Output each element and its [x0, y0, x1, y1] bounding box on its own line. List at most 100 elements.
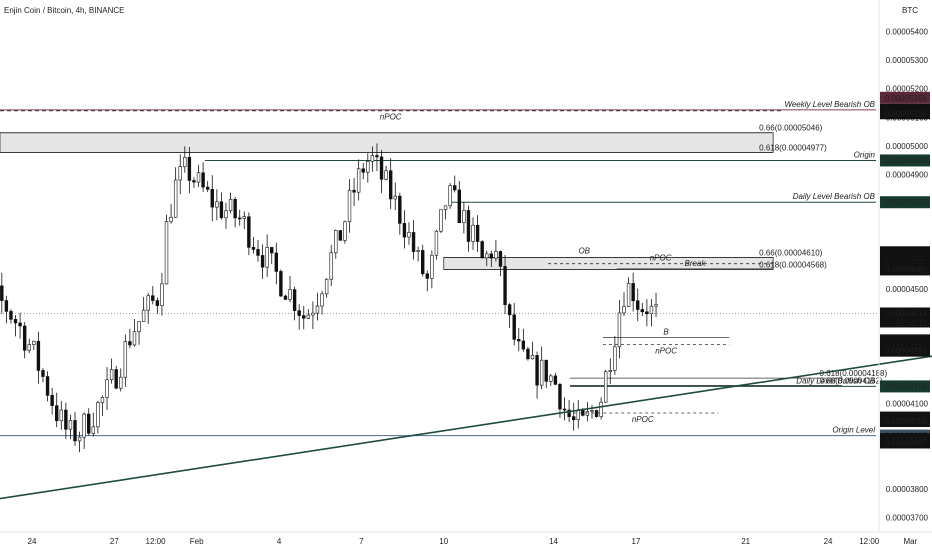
candle-body-13: [55, 405, 59, 422]
current-price-tag: [880, 307, 930, 328]
price-tag-label-14: 0.00004291: [885, 347, 928, 356]
y-tick-label-4: 0.00005000: [886, 142, 929, 151]
candle-body-106: [480, 241, 484, 259]
candle-body-18: [77, 436, 82, 442]
candle-body-90: [407, 232, 411, 238]
x-tick-label-5: 7: [359, 537, 364, 546]
candle-body-141: [640, 309, 645, 313]
candle-body-113: [512, 314, 516, 340]
trendline-layer[interactable]: [0, 332, 932, 506]
levels-layer: Weekly Level Bearish OB nPOC Origin Daily L…: [0, 100, 888, 437]
candle-body-50: [224, 210, 228, 219]
candle-body-123: [558, 384, 562, 410]
price-tag-label-15: 0.00004159: [885, 382, 928, 391]
x-tick-label-4: 4: [277, 537, 282, 546]
price-tag-0: [880, 91, 930, 104]
candle-body-75: [338, 230, 343, 241]
price-tag-3: [880, 154, 930, 167]
candle-body-81: [366, 160, 370, 173]
candle-body-4: [13, 319, 18, 324]
candle-body-73: [329, 252, 333, 280]
candle-body-120: [544, 359, 548, 382]
candle-body-57: [256, 249, 260, 256]
candle-body-131: [594, 410, 599, 417]
zone-0: [0, 132, 774, 153]
candle-body-111: [503, 266, 507, 305]
candle-body-119: [539, 359, 544, 386]
candle-body-20: [87, 413, 91, 434]
candle-body-58: [260, 255, 265, 268]
annotation-label-3: nPOC: [655, 347, 677, 356]
candle-body-82: [370, 155, 375, 162]
candle-body-92: [416, 250, 420, 252]
price-tag-label-10: 0.00004562: [885, 265, 928, 274]
candle-body-83: [375, 155, 379, 158]
candle-body-98: [443, 205, 448, 210]
level-label-2: Origin: [854, 150, 876, 159]
fib-label-1: 0.618(0.00004977): [759, 143, 827, 152]
candle-body-44: [196, 172, 201, 183]
candle-body-99: [448, 185, 452, 207]
y-tick-label-7: 0.00004100: [886, 399, 929, 408]
candle-body-36: [160, 283, 164, 306]
candle-body-22: [96, 402, 100, 428]
candle-body-9: [36, 340, 41, 371]
y-tick-label-2: 0.00005200: [886, 85, 929, 94]
price-tag-15: [880, 380, 930, 393]
price-tag-20: [880, 436, 930, 449]
zone-label-1: OB: [578, 246, 590, 255]
currency-label: BTC: [902, 6, 918, 15]
candle-body-133: [604, 371, 608, 403]
candle-body-52: [233, 199, 237, 219]
price-tag-label-20: 0.00003987: [885, 438, 928, 447]
y-tick-label-6: 0.00004500: [886, 285, 929, 294]
candle-body-33: [146, 295, 150, 311]
candle-body-114: [517, 339, 521, 342]
candle-body-30: [132, 331, 137, 346]
candle-body-60: [270, 247, 274, 254]
candle-body-96: [434, 230, 439, 256]
candle-body-76: [343, 221, 347, 241]
candle-body-43: [192, 180, 196, 183]
candle-body-118: [535, 355, 539, 386]
trendline[interactable]: [0, 332, 932, 506]
price-tags-layer: 0.000051680.000051260.000051260.00004949…: [880, 91, 930, 449]
candle-body-25: [109, 369, 114, 381]
candle-body-47: [210, 189, 214, 208]
candles-layer: [0, 143, 658, 453]
x-tick-label-9: 21: [741, 537, 750, 546]
candle-body-135: [613, 346, 617, 371]
candle-body-137: [622, 306, 626, 314]
candle-body-87: [393, 195, 397, 200]
candle-body-74: [334, 230, 338, 254]
price-tag-10: [880, 263, 930, 276]
candle-body-11: [45, 376, 50, 396]
price-tag-17: [880, 415, 930, 428]
candle-body-117: [530, 355, 535, 360]
annotation-label-0: nPOC: [650, 254, 672, 263]
candle-body-49: [219, 201, 224, 219]
candle-body-59: [265, 247, 269, 268]
candle-body-115: [521, 340, 526, 350]
price-tag-label-17: 0.00004050: [885, 417, 928, 426]
candle-body-93: [421, 250, 425, 275]
candle-body-16: [68, 420, 73, 430]
candle-body-85: [384, 170, 388, 180]
candle-body-61: [274, 252, 279, 272]
price-tag-label-0: 0.00005168: [885, 94, 928, 103]
x-tick-label-2: 12:00: [146, 537, 167, 546]
price-tag-4: [880, 196, 930, 209]
candle-body-26: [114, 369, 118, 389]
level-label-1: nPOC: [380, 113, 402, 122]
candle-body-89: [402, 223, 407, 238]
candle-body-86: [388, 170, 393, 200]
candle-body-19: [82, 413, 86, 438]
fib-label-2: 0.66(0.00004610): [759, 248, 823, 257]
price-tag-14: [880, 344, 930, 357]
x-tick-label-7: 14: [549, 537, 558, 546]
level-label-0: Weekly Level Bearish OB: [784, 100, 875, 109]
